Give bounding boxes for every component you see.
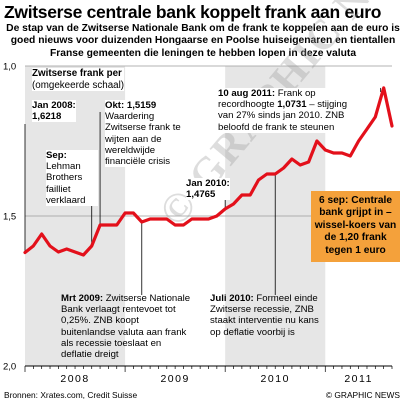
data-point xyxy=(274,173,277,175)
data-point xyxy=(357,140,360,142)
annotation-value: 1,4765 xyxy=(186,189,216,201)
data-point xyxy=(249,194,252,196)
annotation-value: 1,0731 xyxy=(277,99,307,111)
data-point xyxy=(149,218,152,220)
data-point xyxy=(299,164,302,166)
data-point xyxy=(132,212,135,214)
annotation-text: Zwitserse Nationale Bank verlaagt rentev… xyxy=(61,293,191,361)
data-point xyxy=(82,254,85,256)
data-point xyxy=(341,152,343,154)
data-point xyxy=(366,128,368,130)
x-tick-label: 2009 xyxy=(160,373,189,385)
x-tick-label: 2008 xyxy=(60,373,89,385)
annotation-jan-2010: Jan 2010: 1,4765 xyxy=(186,178,230,201)
annotation-text: Lehman Brothers failliet verklaard xyxy=(46,161,86,206)
data-point xyxy=(190,218,193,220)
data-point xyxy=(24,251,26,254)
annotation-sep-2008: Sep: Lehman Brothers failliet verklaard xyxy=(46,150,98,207)
data-point xyxy=(157,218,160,220)
annotation-jul-2010: Juli 2010: Formeel einde Zwitserse reces… xyxy=(210,293,326,338)
data-point xyxy=(291,158,293,160)
annotation-head: Okt: xyxy=(105,100,125,111)
y-axis-label: Zwitserse frank per xyxy=(32,68,122,79)
data-point xyxy=(90,245,93,247)
data-point xyxy=(382,87,385,89)
data-point xyxy=(257,179,260,181)
data-point xyxy=(182,224,185,226)
annotation-text: Frank op recordhoogte xyxy=(218,88,316,111)
annotation-head: Juli 2010: xyxy=(210,293,254,304)
y-tick-label: 1,5 xyxy=(3,212,16,223)
annotation-head: Jan 2008: xyxy=(32,100,76,111)
lead-paragraph: De stap van de Zwitserse Nationale Bank … xyxy=(6,23,400,59)
callout-sep-2011: 6 sep: Centrale bank grijpt in – wissel-… xyxy=(311,191,400,263)
annotation-text: Formeel einde Zwitserse recessie, ZNB st… xyxy=(210,293,319,338)
data-point xyxy=(307,161,310,163)
data-point xyxy=(265,173,268,175)
data-point xyxy=(65,248,68,250)
source-credit: Bronnen: Xrates.com, Credit Suisse xyxy=(4,390,138,400)
annotation-head: Sep: xyxy=(46,150,67,161)
x-tick-label: 2011 xyxy=(344,373,373,385)
data-point xyxy=(215,215,218,217)
data-point xyxy=(240,194,243,196)
data-point xyxy=(224,208,227,210)
data-point xyxy=(74,251,76,253)
data-point xyxy=(282,167,285,169)
data-point xyxy=(115,224,118,226)
x-tick-label: 2010 xyxy=(261,373,290,385)
data-point xyxy=(374,116,377,118)
data-point xyxy=(174,224,177,226)
annotation-text-2: – stijging van 27% sinds jan 2010. ZNB b… xyxy=(218,99,348,133)
data-point xyxy=(40,233,43,235)
data-point xyxy=(140,221,143,223)
data-point xyxy=(199,218,202,220)
y-axis-title: Zwitserse frank per (omgekeerde schaal) xyxy=(32,68,125,91)
annotation-text: Waardering Zwitserse frank te wijten aan… xyxy=(105,111,181,168)
annotation-jan-2008: Jan 2008: 1,6218 xyxy=(32,100,76,123)
annotation-okt-2008: Okt: 1,5159 Waardering Zwitserse frank t… xyxy=(105,100,185,168)
annotation-mrt-2009: Mrt 2009: Zwitserse Nationale Bank verla… xyxy=(61,293,194,360)
brand-credit: © GRAPHIC NEWS xyxy=(325,390,400,400)
annotation-head: Mrt 2009: xyxy=(61,293,104,304)
annotation-value: 1,5159 xyxy=(126,100,157,111)
data-point xyxy=(332,152,335,154)
annotation-aug-2011: 10 aug 2011: Frank op recordhoogte 1,073… xyxy=(218,88,360,133)
data-point xyxy=(165,218,168,220)
annotation-head: Jan 2010: xyxy=(186,178,230,189)
data-point xyxy=(232,203,235,205)
y-tick-label: 2,0 xyxy=(3,362,16,373)
data-point xyxy=(49,245,51,247)
y-tick-label: 1,0 xyxy=(3,62,16,73)
data-point xyxy=(391,125,393,127)
data-point xyxy=(107,224,110,226)
data-point xyxy=(32,245,35,247)
data-point xyxy=(57,251,60,253)
data-point xyxy=(124,212,126,214)
page-title: Zwitserse centrale bank koppelt frank aa… xyxy=(4,2,382,22)
data-point xyxy=(99,224,101,226)
data-point xyxy=(324,149,327,151)
annotation-head: 10 aug 2011: xyxy=(218,88,276,99)
data-point xyxy=(349,155,352,157)
annotation-value: 1,6218 xyxy=(32,111,62,123)
data-point xyxy=(207,218,210,220)
y-axis-note: (omgekeerde schaal) xyxy=(32,79,125,91)
data-point xyxy=(316,140,318,142)
